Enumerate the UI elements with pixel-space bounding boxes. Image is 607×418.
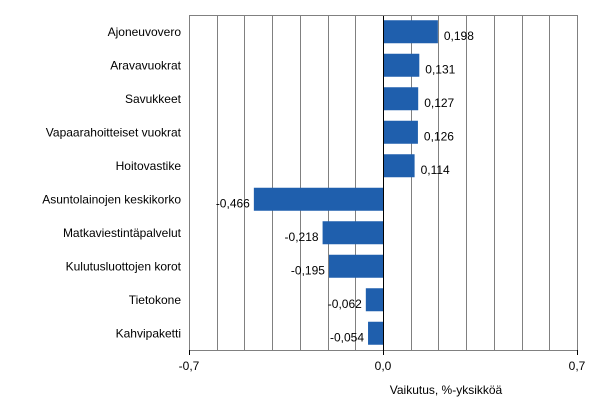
bar (383, 20, 438, 44)
value-label: -0,054 (330, 330, 364, 344)
value-label: -0,218 (285, 230, 319, 244)
category-label: Vapaarahoitteiset vuokrat (46, 125, 182, 139)
category-label: Kulutusluottojen korot (66, 259, 182, 273)
value-label: 0,126 (424, 129, 454, 143)
value-label: 0,114 (421, 163, 450, 177)
category-label: Asuntolainojen keskikorko (42, 192, 181, 206)
value-label: -0,195 (291, 263, 325, 277)
bar (253, 187, 383, 211)
value-label: 0,131 (425, 62, 455, 76)
bar (328, 254, 383, 278)
bar (322, 221, 383, 245)
x-tick-label: -0,7 (179, 359, 200, 373)
bars (253, 20, 438, 345)
category-labels: Ajoneuvovero Aravavuokrat Savukkeet Vapaara… (42, 25, 181, 341)
value-label: -0,062 (328, 297, 362, 311)
bar (368, 321, 383, 345)
x-tick-label: 0,0 (375, 359, 392, 373)
bar (383, 120, 418, 144)
value-label: 0,127 (424, 96, 454, 110)
bar (383, 53, 420, 77)
category-label: Aravavuokrat (110, 58, 181, 72)
category-label: Hoitovastike (116, 159, 182, 173)
bar (365, 288, 383, 312)
x-axis-title: Vaikutus, %-yksikköä (390, 383, 503, 397)
category-label: Matkaviestintäpalvelut (63, 226, 182, 240)
x-tick-labels: -0,7 0,0 0,7 (179, 359, 586, 373)
value-label: -0,466 (216, 196, 250, 210)
value-label: 0,198 (444, 29, 474, 43)
category-label: Kahvipaketti (116, 326, 181, 340)
category-label: Ajoneuvovero (108, 25, 182, 39)
bar (383, 154, 415, 178)
bar (383, 87, 419, 111)
category-label: Tietokone (129, 293, 182, 307)
plot-frame (189, 15, 578, 355)
x-tick-label: 0,7 (569, 359, 586, 373)
category-label: Savukkeet (125, 92, 182, 106)
value-labels: 0,198 0,131 0,127 0,126 0,114 -0,466 -0,218 -0,… (216, 29, 474, 345)
